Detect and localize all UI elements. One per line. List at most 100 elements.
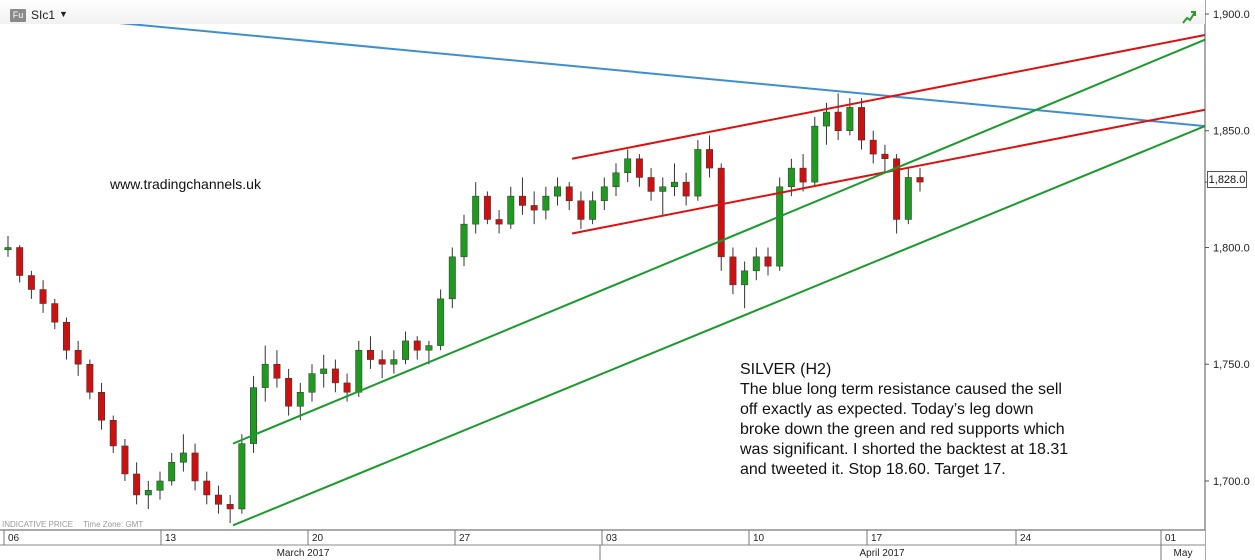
candle-body xyxy=(285,377,293,407)
candle-body xyxy=(741,270,749,286)
note-title: SILVER (H2) xyxy=(740,361,832,378)
candle-body xyxy=(577,200,585,220)
candle-body xyxy=(273,363,281,379)
candle-body xyxy=(390,359,398,365)
candle-body xyxy=(881,153,889,160)
candle-body xyxy=(51,303,59,323)
y-tick-label: 1,900.0 xyxy=(1213,9,1250,21)
candle-body xyxy=(729,256,737,286)
x-tick-label: 13 xyxy=(165,533,177,544)
candle-body xyxy=(787,167,795,188)
candle-body xyxy=(694,149,702,197)
chart-header: Fu SIc1 ▼ xyxy=(0,0,1205,24)
candle-body xyxy=(670,181,678,188)
candle-body xyxy=(437,298,445,346)
candle-body xyxy=(448,256,456,300)
candle-body xyxy=(261,363,269,388)
trendline-green-support-upper xyxy=(232,38,1206,445)
candle-body xyxy=(589,200,597,220)
candle-body xyxy=(226,504,234,510)
time-zone-label: Time Zone: GMT xyxy=(83,520,144,529)
candle-body xyxy=(706,149,714,169)
candle-body xyxy=(776,186,784,267)
candle-body xyxy=(378,359,386,365)
candle-body xyxy=(507,195,515,225)
candle-body xyxy=(858,107,866,141)
trendline-red-channel-upper xyxy=(571,34,1206,160)
x-tick-label: 01 xyxy=(1165,533,1177,544)
candle-body xyxy=(74,349,82,365)
candle-body xyxy=(495,219,503,225)
last-price-tag: 1,828.0 xyxy=(1207,171,1247,188)
candle-body xyxy=(413,340,421,351)
candle-body xyxy=(752,256,760,272)
candle-body xyxy=(822,111,830,127)
candle-body xyxy=(811,125,819,183)
candle-body xyxy=(402,340,410,360)
candle-body xyxy=(144,490,152,496)
candle-body xyxy=(916,177,924,183)
candle-body xyxy=(518,195,526,206)
x-tick-label: 10 xyxy=(753,533,765,544)
candle-body xyxy=(624,158,632,174)
candle-body xyxy=(846,107,854,131)
x-tick-label: 17 xyxy=(871,533,883,544)
candle-body xyxy=(565,186,573,202)
x-tick-label: 24 xyxy=(1020,533,1032,544)
candle-body xyxy=(460,223,468,258)
trendline-blue-resistance xyxy=(0,10,1206,128)
symbol-label[interactable]: SIc1 xyxy=(31,8,56,22)
candle-body xyxy=(834,111,842,131)
month-label: May xyxy=(1174,548,1193,559)
candle-body xyxy=(366,349,374,360)
candle-body xyxy=(296,391,304,407)
candle-body xyxy=(203,480,211,496)
x-tick-label: 27 xyxy=(459,533,471,544)
candle-body xyxy=(86,363,94,393)
candle-body xyxy=(600,186,608,202)
candle-body xyxy=(682,181,690,197)
candle-body xyxy=(4,247,12,251)
candle-body xyxy=(62,321,70,351)
candle-body xyxy=(191,452,199,482)
candle-body xyxy=(133,473,141,496)
candle-body xyxy=(168,462,176,482)
x-tick-label: 20 xyxy=(312,533,324,544)
candle-body xyxy=(27,275,35,290)
trend-up-icon[interactable] xyxy=(1182,10,1196,24)
candle-body xyxy=(121,445,129,475)
candle-body xyxy=(109,420,117,447)
candle-body xyxy=(647,177,655,192)
candle-body xyxy=(472,195,480,225)
footer-info: INDICATIVE PRICE Time Zone: GMT xyxy=(2,520,151,529)
candle-body xyxy=(893,158,901,220)
candle-body xyxy=(320,368,328,374)
candle-body xyxy=(343,382,351,393)
candle-body xyxy=(355,349,363,393)
candle-body xyxy=(530,205,538,211)
candle-body xyxy=(612,172,620,188)
y-tick-label: 1,750.0 xyxy=(1213,359,1250,371)
x-tick-label: 06 xyxy=(8,533,20,544)
candle-body xyxy=(764,256,772,267)
candle-body xyxy=(308,373,316,393)
candle-body xyxy=(869,139,877,155)
y-tick-label: 1,850.0 xyxy=(1213,126,1250,138)
month-label: April 2017 xyxy=(859,548,904,559)
analysis-note: SILVER (H2) The blue long term resistanc… xyxy=(740,360,1070,480)
candle-body xyxy=(717,167,725,258)
candle-body xyxy=(39,289,47,304)
y-tick-label: 1,700.0 xyxy=(1213,476,1250,488)
candle-body xyxy=(554,186,562,197)
candle-body xyxy=(214,494,222,505)
candle-body xyxy=(331,368,339,384)
y-axis-panel xyxy=(1205,0,1255,560)
candle-body xyxy=(179,452,187,463)
symbol-dropdown-caret[interactable]: ▼ xyxy=(59,9,68,19)
candle-body xyxy=(904,177,912,220)
note-body: The blue long term resistance caused the… xyxy=(740,381,1069,478)
candle-body xyxy=(98,391,106,421)
y-tick-label: 1,800.0 xyxy=(1213,242,1250,254)
